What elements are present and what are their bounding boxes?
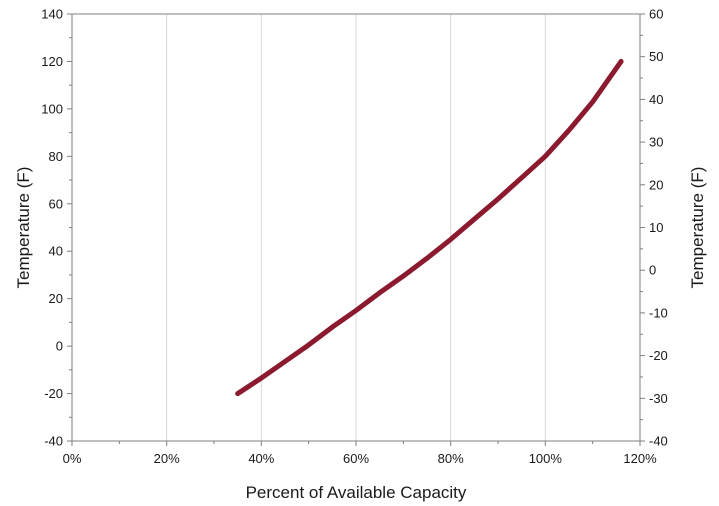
y2-tick-label: 50 (649, 49, 663, 64)
y2-tick-label: -40 (649, 434, 668, 449)
y2-tick-label: -10 (649, 305, 668, 320)
series-layer (235, 58, 624, 397)
x-axis-title: Percent of Available Capacity (246, 483, 467, 502)
y-tick-label: 60 (49, 196, 63, 211)
y-tick-label: 120 (41, 54, 63, 69)
y2-tick-label: -20 (649, 348, 668, 363)
y-tick-label: 80 (49, 149, 63, 164)
x-tick-label: 40% (248, 451, 274, 466)
y-tick-label: -20 (44, 386, 63, 401)
x-tick-label: 60% (343, 451, 369, 466)
tick-labels: 0% 20% 40% 60% 80% 100% 120%-40-20020406080100… (41, 7, 668, 467)
y2-tick-label: 60 (649, 7, 663, 22)
x-tick-label: 100% (529, 451, 563, 466)
gridlines (166, 14, 546, 441)
y-tick-label: 140 (41, 7, 63, 22)
x-tick-label: 120% (623, 451, 657, 466)
x-tick-label: 20% (154, 451, 180, 466)
axis-ticks (67, 13, 645, 446)
y2-tick-label: 10 (649, 220, 663, 235)
y2-axis-title: Temperature (F) (688, 167, 707, 289)
y2-tick-label: 40 (649, 92, 663, 107)
y-tick-label: 0 (56, 339, 63, 354)
y2-tick-label: 30 (649, 135, 663, 150)
y-tick-label: 20 (49, 291, 63, 306)
x-tick-label: 0% (63, 451, 82, 466)
series-line (235, 58, 624, 397)
y-tick-label: 40 (49, 244, 63, 259)
y2-tick-label: 0 (649, 263, 656, 278)
y2-tick-label: -30 (649, 391, 668, 406)
y2-tick-label: 20 (649, 177, 663, 192)
x-tick-label: 80% (438, 451, 464, 466)
y-tick-label: 100 (41, 101, 63, 116)
y-tick-label: -40 (44, 434, 63, 449)
y-axis-title: Temperature (F) (14, 167, 33, 289)
